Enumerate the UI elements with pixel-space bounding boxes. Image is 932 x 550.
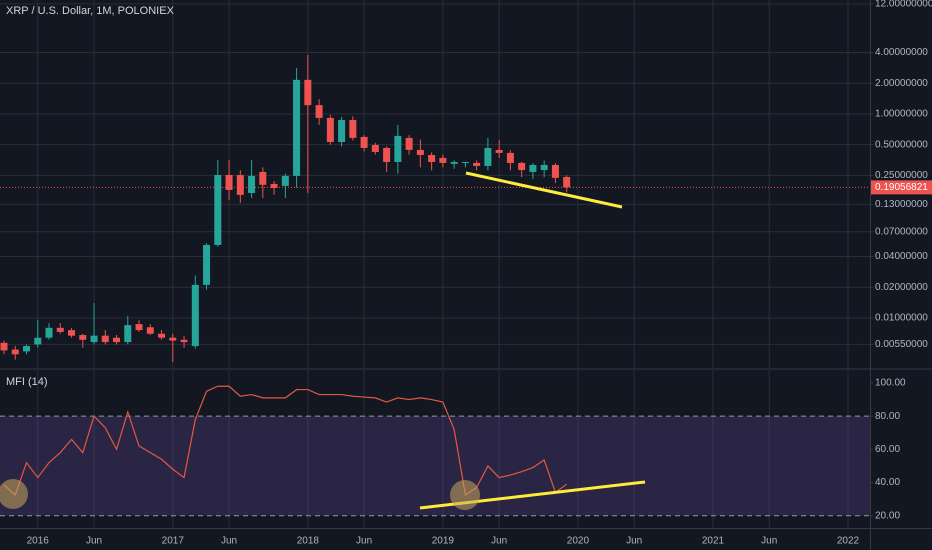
candle-body	[203, 244, 211, 285]
candle-body	[349, 119, 357, 138]
candle-body	[169, 337, 177, 341]
candle-body	[45, 327, 53, 338]
y-tick-label: 60.00	[875, 444, 900, 455]
x-tick-label: Jun	[626, 536, 642, 547]
x-tick-label: 2019	[432, 536, 455, 547]
candle-body	[473, 162, 481, 166]
candle-body	[304, 79, 312, 106]
candle-body	[518, 162, 526, 171]
candle-body	[529, 164, 537, 172]
x-tick-label: 2018	[297, 536, 320, 547]
y-tick-label: 40.00	[875, 477, 900, 488]
x-tick-label: Jun	[221, 536, 237, 547]
axis-layer: 2016 Jun 2017 Jun 2018 Jun 2019 Jun 2020 Jun 2021 J…	[27, 0, 932, 547]
y-tick-label: 12.00000000	[875, 0, 932, 10]
y-tick-label: 0.13000000	[875, 199, 928, 210]
mfi-plot	[0, 385, 870, 517]
candle-body	[0, 342, 8, 351]
candle-body	[360, 136, 368, 148]
y-tick-label: 20.00	[875, 510, 900, 521]
candle-body	[191, 284, 199, 347]
candle-body	[540, 164, 548, 171]
candle-body	[394, 135, 402, 163]
y-tick-label: 0.25000000	[875, 170, 928, 181]
y-tick-label: 0.02000000	[875, 282, 928, 293]
band-fill	[0, 416, 870, 516]
candle-body	[56, 327, 64, 332]
chart-title: XRP / U.S. Dollar, 1M, POLONIEX	[6, 5, 175, 17]
candle-body	[326, 117, 334, 142]
trend-line	[465, 171, 623, 209]
y-tick-label: 0.01000000	[875, 313, 928, 324]
candle-body	[214, 175, 222, 245]
y-tick-label: 0.07000000	[875, 226, 928, 237]
candle-body	[383, 147, 391, 163]
candle-body	[180, 339, 188, 343]
candle-body	[23, 346, 31, 352]
x-tick-label: 2022	[837, 536, 860, 547]
candle-body	[225, 175, 233, 190]
candle-body	[484, 147, 492, 166]
candle-body	[281, 175, 289, 186]
candle-body	[259, 171, 267, 185]
indicator-title: MFI (14)	[6, 376, 48, 388]
candle-body	[124, 325, 132, 343]
y-tick-label: 0.50000000	[875, 139, 928, 150]
y-tick-label: 100.00	[875, 378, 906, 389]
x-tick-label: Jun	[761, 536, 777, 547]
candle-body	[506, 152, 514, 163]
price-plot	[0, 54, 870, 362]
x-tick-label: Jun	[86, 536, 102, 547]
candle-body	[270, 183, 278, 188]
candle-body	[11, 349, 19, 355]
candle-body	[416, 149, 424, 155]
candle-body	[439, 157, 447, 163]
candle-body	[113, 337, 121, 343]
highlight-circle	[0, 479, 28, 509]
last-price-label: 0.19056821	[875, 182, 928, 193]
candle-body	[146, 327, 154, 334]
y-tick-label: 2.00000000	[875, 78, 928, 89]
candle-body	[90, 335, 98, 343]
candle-body	[101, 335, 109, 343]
last-price-box	[871, 180, 932, 195]
candle-body	[428, 154, 436, 163]
x-tick-label: Jun	[491, 536, 507, 547]
candle-body	[68, 330, 76, 336]
y-tick-label: 4.00000000	[875, 47, 928, 58]
x-tick-label: 2016	[27, 536, 50, 547]
x-tick-label: 2020	[567, 536, 590, 547]
candle-body	[79, 335, 87, 340]
candle-body	[248, 175, 256, 193]
x-tick-label: Jun	[356, 536, 372, 547]
candle-body	[236, 175, 244, 195]
y-tick-label: 0.00550000	[875, 339, 928, 350]
candle-body	[551, 164, 559, 178]
candle-body	[450, 162, 458, 164]
candle-body	[563, 176, 571, 188]
candle-body	[315, 105, 323, 118]
candle-body	[135, 324, 143, 331]
candle-body	[293, 79, 301, 176]
y-tick-label: 80.00	[875, 411, 900, 422]
x-tick-label: 2021	[702, 536, 725, 547]
candle-body	[461, 162, 469, 164]
candle-body	[338, 119, 346, 142]
x-tick-label: 2017	[162, 536, 185, 547]
candle-body	[158, 333, 166, 338]
y-tick-label: 0.04000000	[875, 251, 928, 262]
candle-body	[405, 137, 413, 150]
candle-body	[34, 337, 42, 345]
candle-body	[495, 149, 503, 153]
y-tick-label: 1.00000000	[875, 109, 928, 120]
candle-body	[371, 144, 379, 152]
highlight-circle	[450, 480, 480, 510]
